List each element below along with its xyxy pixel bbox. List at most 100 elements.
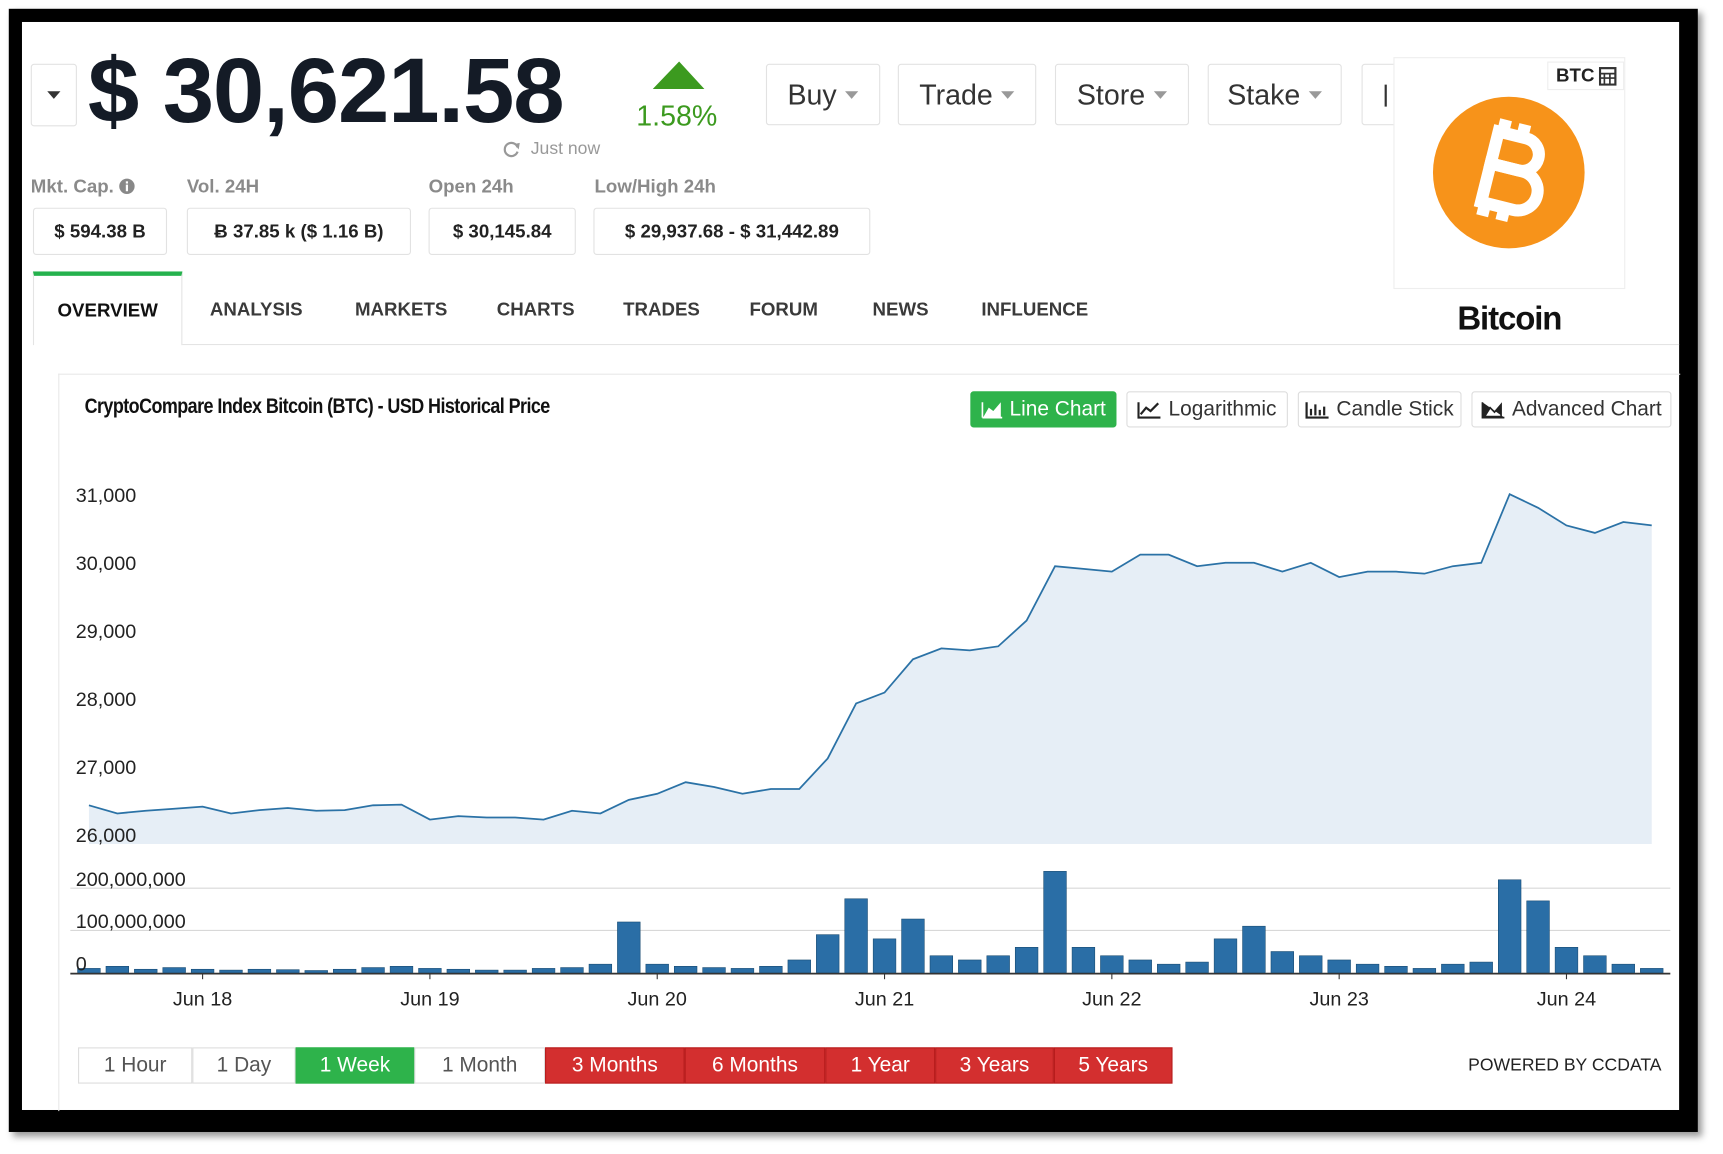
volume-bar: [901, 918, 925, 973]
volume-bar: [617, 921, 641, 973]
dropdown-button[interactable]: [30, 63, 77, 127]
tab[interactable]: FORUM: [749, 298, 818, 320]
range-button[interactable]: 1 Week: [295, 1047, 415, 1084]
volume-bar: [1640, 968, 1664, 973]
volume-bar: [1242, 925, 1266, 973]
volume-bar: [162, 967, 186, 973]
volume-bar: [1128, 959, 1152, 973]
volume-bar: [190, 968, 215, 973]
mode-icon: [981, 401, 1002, 418]
chart-title: CryptoCompare Index Bitcoin (BTC) - USD …: [84, 395, 551, 419]
volume-bar: [276, 969, 300, 973]
button-label: Buy: [787, 77, 837, 111]
y-tick-label: 100,000,000: [76, 911, 186, 933]
button-label: Trade: [919, 77, 993, 111]
y-tick-label: 29,000: [76, 621, 136, 643]
stat-label: Low/High 24h: [594, 175, 716, 197]
volume-bar: [304, 970, 328, 973]
stat-label: Open 24h: [428, 175, 514, 197]
action-button[interactable]: Store: [1054, 63, 1190, 126]
volume-bar: [418, 968, 442, 973]
x-tick-label: Jun 19: [400, 989, 459, 1011]
mode-button[interactable]: Logarithmic: [1126, 391, 1288, 428]
volume-bar: [645, 963, 669, 973]
range-button[interactable]: 3 Months: [545, 1047, 685, 1084]
range-button[interactable]: 1 Day: [192, 1047, 296, 1084]
volume-bar: [531, 968, 556, 973]
y-tick-label: 27,000: [76, 757, 136, 779]
volume-bar: [105, 966, 129, 973]
range-button[interactable]: 5 Years: [1053, 1047, 1173, 1084]
volume-bar: [1157, 963, 1181, 973]
bitcoin-logo: [1432, 96, 1585, 249]
action-button[interactable]: Trade: [897, 63, 1037, 126]
volume-bar: [872, 938, 897, 973]
volume-bar: [1014, 947, 1039, 973]
volume-bar: [1327, 959, 1351, 973]
mode-label: Advanced Chart: [1511, 397, 1662, 421]
volume-bar: [787, 959, 811, 973]
x-tick-label: Jun 18: [173, 989, 232, 1011]
x-tick-label: Jun 21: [855, 989, 914, 1011]
volume-bar: [247, 968, 272, 973]
tab[interactable]: CHARTS: [496, 298, 575, 320]
volume-bar: [759, 966, 783, 973]
button-label: Store: [1076, 77, 1146, 111]
volume-bar: [1355, 963, 1380, 973]
volume-bar: [1071, 947, 1096, 973]
mode-button[interactable]: Line Chart: [970, 391, 1117, 428]
volume-bar: [1213, 938, 1238, 973]
mode-icon: [1305, 401, 1329, 419]
tab[interactable]: INFLUENCE: [981, 298, 1089, 320]
y-tick-label: 30,000: [76, 553, 136, 575]
button-label: Stake: [1227, 77, 1301, 111]
tab[interactable]: TRADES: [623, 298, 700, 320]
volume-bar: [475, 969, 499, 973]
tab[interactable]: NEWS: [872, 298, 929, 320]
action-button[interactable]: Stake: [1207, 63, 1342, 126]
tab[interactable]: MARKETS: [354, 298, 448, 320]
range-button[interactable]: 1 Month: [414, 1047, 546, 1084]
tab-active[interactable]: OVERVIEW: [32, 271, 183, 346]
mode-icon: [1137, 401, 1161, 419]
mode-button[interactable]: Advanced Chart: [1471, 391, 1672, 428]
price-line: [88, 492, 1652, 821]
info-icon: [119, 178, 135, 194]
y-tick-label: 200,000,000: [76, 869, 186, 891]
volume-bar: [77, 968, 101, 973]
volume-bar: [1100, 955, 1124, 973]
stat-value: Ƀ 37.85 k ($ 1.16 B): [186, 207, 411, 255]
stat-label-text: Mkt. Cap.: [30, 175, 114, 197]
y-tick-label: 0: [76, 953, 87, 975]
action-button[interactable]: Buy: [765, 63, 881, 126]
range-button[interactable]: 3 Years: [935, 1047, 1054, 1084]
powered-by: POWERED BY CCDATA: [1468, 1056, 1662, 1075]
stat-label: Mkt. Cap.: [31, 176, 136, 198]
volume-bar: [1043, 871, 1067, 973]
coin-symbol-box[interactable]: BTC: [1547, 61, 1625, 91]
volume-bar: [1299, 955, 1323, 973]
updated: Just now: [530, 139, 601, 159]
volume-bar: [1270, 951, 1294, 973]
stat-value: $ 30,145.84: [428, 207, 576, 255]
volume-bar: [1526, 900, 1550, 973]
range-button[interactable]: 1 Year: [825, 1047, 936, 1084]
volume-bar: [1469, 961, 1493, 973]
volume-bar: [503, 969, 527, 973]
volume-bar: [1554, 947, 1579, 973]
mode-button[interactable]: Candle Stick: [1297, 391, 1462, 428]
volume-bar: [1384, 966, 1408, 973]
coin-name: Bitcoin: [1457, 301, 1562, 338]
volume-bar: [1185, 961, 1209, 973]
y-tick-label: 31,000: [76, 485, 136, 507]
volume-bar: [844, 898, 868, 973]
tab[interactable]: ANALYSIS: [209, 298, 303, 320]
change: 1.58%: [636, 98, 718, 132]
range-button[interactable]: 1 Hour: [78, 1047, 193, 1084]
volume-bar: [219, 969, 243, 973]
calculator-icon: [1598, 67, 1617, 86]
coin-symbol: BTC: [1556, 64, 1595, 86]
x-tick-label: Jun 24: [1537, 989, 1596, 1011]
range-button[interactable]: 6 Months: [684, 1047, 826, 1084]
